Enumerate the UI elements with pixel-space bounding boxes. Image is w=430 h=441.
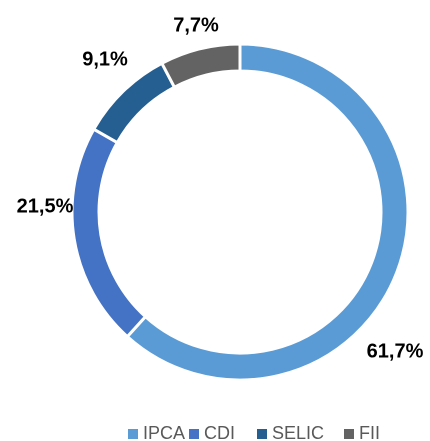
legend-label: CDI bbox=[204, 423, 235, 441]
legend-swatch bbox=[189, 429, 199, 439]
legend-label: FII bbox=[359, 423, 380, 441]
legend-swatch bbox=[344, 429, 354, 439]
donut-segment bbox=[91, 61, 177, 145]
data-label: 61,7% bbox=[367, 340, 424, 362]
data-label: 7,7% bbox=[173, 14, 219, 36]
donut-segment bbox=[125, 42, 410, 382]
data-label: 9,1% bbox=[82, 48, 128, 70]
legend-label: SELIC bbox=[272, 423, 324, 441]
donut-segment bbox=[70, 127, 148, 339]
legend-swatch bbox=[257, 429, 267, 439]
donut-segment bbox=[159, 42, 242, 90]
legend-swatch bbox=[128, 429, 138, 439]
data-label: 21,5% bbox=[17, 195, 74, 217]
legend-label: IPCA bbox=[143, 423, 185, 441]
